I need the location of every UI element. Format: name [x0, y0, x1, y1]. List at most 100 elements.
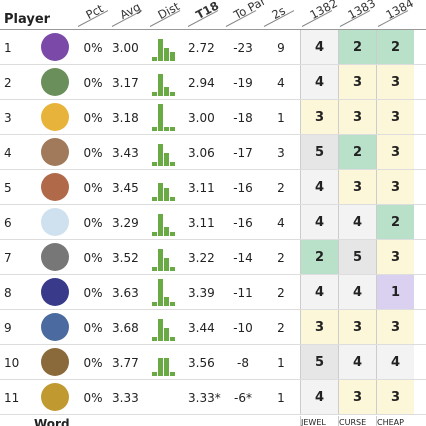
avg: 3.00 — [112, 40, 139, 55]
row-line — [0, 204, 426, 205]
dist-bar — [170, 196, 175, 201]
dist-bar — [158, 73, 163, 96]
avg: 3.52 — [112, 250, 139, 265]
column-header: T18 — [193, 0, 222, 23]
dist-bar — [152, 371, 157, 376]
column-header: Avg — [117, 0, 143, 22]
twos: 1 — [277, 355, 285, 370]
avg: 3.29 — [112, 215, 139, 230]
row-line — [0, 239, 426, 240]
score-cell: 3 — [338, 380, 376, 414]
column-header: 1383 — [345, 0, 378, 22]
pct: 0% — [83, 75, 103, 90]
score-cell: 3 — [338, 65, 376, 99]
to-par: -11 — [233, 285, 253, 300]
dist-bar — [152, 336, 157, 341]
twos: 2 — [277, 320, 285, 335]
avatar — [41, 33, 69, 61]
twos: 1 — [277, 390, 285, 405]
avg: 3.63 — [112, 285, 139, 300]
avg: 3.45 — [112, 180, 139, 195]
score-cell: 3 — [376, 170, 414, 204]
to-par: -16 — [233, 215, 253, 230]
pct: 0% — [83, 320, 103, 335]
rank: 7 — [4, 250, 12, 265]
rank: 2 — [4, 75, 12, 90]
pct: 0% — [83, 285, 103, 300]
dist-bar — [170, 126, 175, 131]
dist-bar — [170, 161, 175, 166]
t18: 3.11 — [188, 180, 215, 195]
avatar — [41, 383, 69, 411]
score-cell: 3 — [376, 240, 414, 274]
avg: 3.68 — [112, 320, 139, 335]
to-par: -18 — [233, 110, 253, 125]
row-line — [0, 379, 426, 380]
score-cell: 4 — [300, 380, 338, 414]
twos: 4 — [277, 215, 285, 230]
dist-bar — [158, 104, 163, 131]
pct: 0% — [83, 390, 103, 405]
dist-bar — [164, 126, 169, 131]
score-cell: 3 — [338, 170, 376, 204]
row-line — [0, 134, 426, 135]
score-cell: 2 — [300, 240, 338, 274]
dist-bar — [158, 358, 163, 376]
t18: 3.00 — [188, 110, 215, 125]
row-line — [0, 99, 426, 100]
score-cell: 3 — [376, 380, 414, 414]
t18: 3.33* — [188, 390, 221, 405]
score-cell: 4 — [300, 170, 338, 204]
score-cell: 3 — [376, 310, 414, 344]
score-cell: 4 — [338, 345, 376, 379]
score-cell: 3 — [300, 100, 338, 134]
t18: 3.11 — [188, 215, 215, 230]
avg: 3.18 — [112, 110, 139, 125]
rank: 4 — [4, 145, 12, 160]
avatar — [41, 208, 69, 236]
avatar — [41, 348, 69, 376]
score-cell: 1 — [376, 275, 414, 309]
score-cell: 2 — [338, 30, 376, 64]
score-cell: 4 — [338, 275, 376, 309]
dist-bar — [152, 231, 157, 236]
row-line — [0, 309, 426, 310]
avg: 3.17 — [112, 75, 139, 90]
dist-bar — [152, 196, 157, 201]
dist-bar — [158, 183, 163, 201]
dist-bar — [152, 56, 157, 61]
avatar — [41, 313, 69, 341]
rank: 10 — [4, 355, 20, 370]
score-cell: 2 — [376, 205, 414, 239]
twos: 1 — [277, 110, 285, 125]
twos: 3 — [277, 145, 285, 160]
score-cell: 4 — [300, 205, 338, 239]
score-cell: 4 — [300, 30, 338, 64]
avatar — [41, 103, 69, 131]
rank: 9 — [4, 320, 12, 335]
dist-bar — [152, 161, 157, 166]
rank: 8 — [4, 285, 12, 300]
dist-bar — [152, 266, 157, 271]
avg: 3.33 — [112, 390, 139, 405]
score-cell: 4 — [300, 65, 338, 99]
row-line — [0, 414, 426, 415]
t18: 2.94 — [188, 75, 215, 90]
rank: 5 — [4, 180, 12, 195]
dist-bar — [158, 143, 163, 166]
to-par: -6* — [234, 390, 252, 405]
score-cell: 3 — [338, 310, 376, 344]
row-line — [0, 64, 426, 65]
score-cell: 4 — [300, 275, 338, 309]
dist-bar — [164, 297, 169, 306]
column-header: 1384 — [383, 0, 416, 22]
dist-bar — [170, 91, 175, 96]
avatar — [41, 173, 69, 201]
to-par: -19 — [233, 75, 253, 90]
dist-bar — [164, 227, 169, 236]
header-player: Player — [4, 11, 51, 27]
to-par: -8 — [237, 355, 249, 370]
score-cell: 2 — [376, 30, 414, 64]
